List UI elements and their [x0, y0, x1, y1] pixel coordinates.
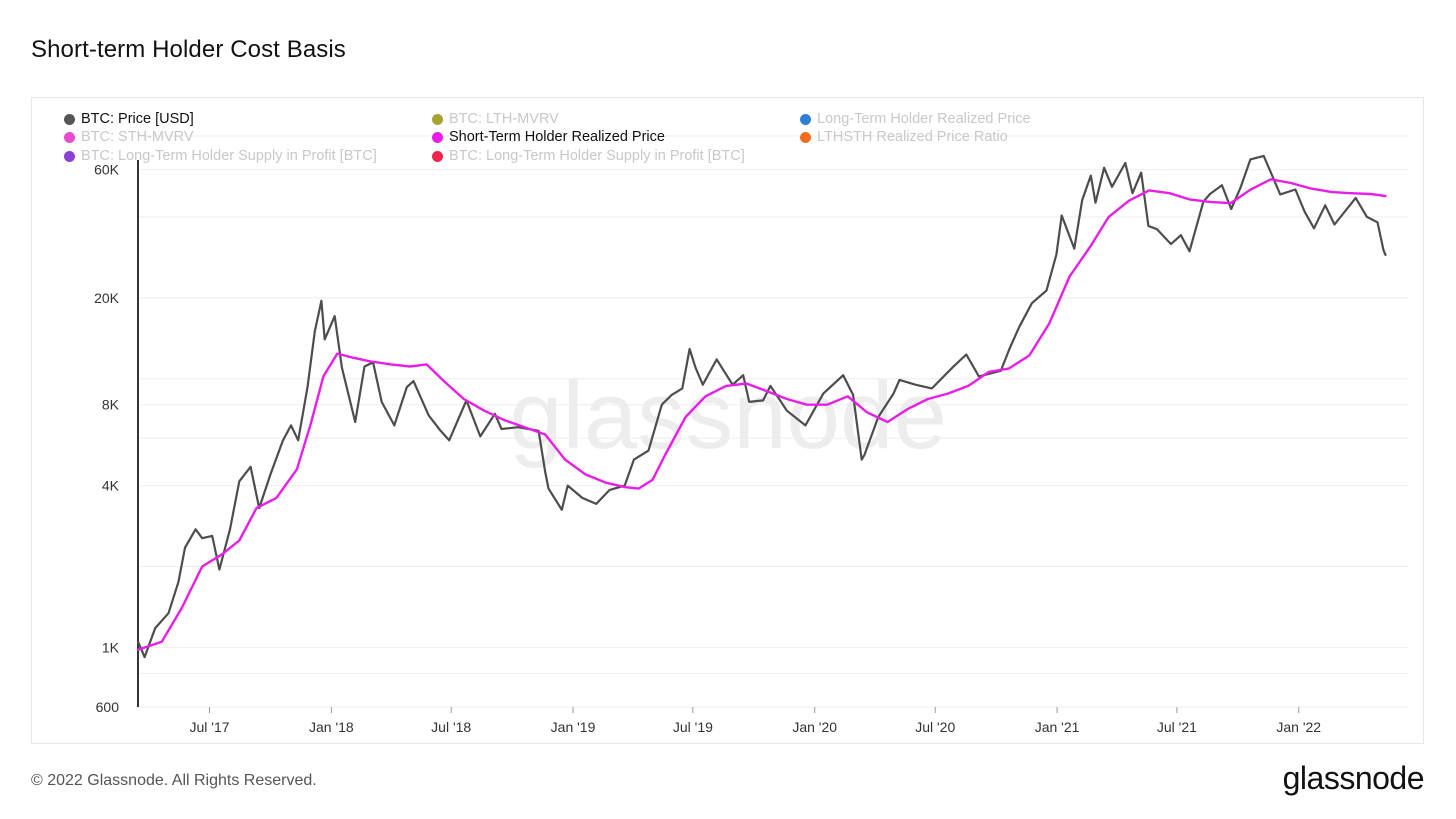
- legend: BTC: Price [USD] BTC: LTH-MVRV Long-Term H…: [64, 111, 1164, 169]
- legend-label: Short-Term Holder Realized Price: [449, 129, 665, 145]
- legend-label: BTC: Long-Term Holder Supply in Profit […: [81, 148, 377, 164]
- brand-logo: glassnode: [1282, 760, 1425, 796]
- y-tick-label: 20K: [94, 290, 120, 306]
- legend-label: BTC: STH-MVRV: [81, 129, 194, 145]
- y-axis-ticks: 600 1K 4K 8K 20K 60K: [94, 162, 120, 715]
- page-title: Short-term Holder Cost Basis: [31, 36, 346, 63]
- legend-dot-icon: [432, 131, 443, 143]
- x-tick-label: Jan '18: [309, 719, 354, 735]
- legend-item[interactable]: BTC: Price [USD]: [64, 111, 194, 127]
- x-tick-label: Jul '20: [915, 719, 955, 735]
- legend-label: LTHSTH Realized Price Ratio: [817, 129, 1008, 145]
- series-line-btc-price: [136, 154, 1387, 659]
- x-tick-label: Jan '22: [1276, 719, 1321, 735]
- legend-dot-icon: [432, 150, 443, 162]
- legend-label: Long-Term Holder Realized Price: [817, 111, 1031, 127]
- legend-label: BTC: LTH-MVRV: [449, 111, 559, 127]
- x-tick-label: Jul '19: [673, 719, 713, 735]
- legend-dot-icon: [800, 131, 811, 143]
- legend-item[interactable]: Long-Term Holder Realized Price: [800, 111, 1031, 127]
- chart-frame: [31, 97, 1424, 744]
- legend-dot-icon: [800, 113, 811, 125]
- legend-item[interactable]: BTC: Long-Term Holder Supply in Profit […: [432, 148, 745, 164]
- x-tick-label: Jul '18: [431, 719, 471, 735]
- legend-dot-icon: [64, 150, 75, 162]
- x-tick-label: Jul '21: [1157, 719, 1197, 735]
- grid-layer: [138, 135, 1408, 708]
- y-tick-label: 60K: [94, 162, 120, 178]
- legend-item[interactable]: BTC: Long-Term Holder Supply in Profit […: [64, 148, 377, 164]
- legend-dot-icon: [64, 113, 75, 125]
- y-tick-label: 8K: [102, 397, 120, 413]
- x-tick-label: Jul '17: [189, 719, 229, 735]
- x-tick-label: Jan '21: [1035, 719, 1080, 735]
- legend-dot-icon: [64, 131, 75, 143]
- legend-label: BTC: Price [USD]: [81, 111, 194, 127]
- copyright-text: © 2022 Glassnode. All Rights Reserved.: [31, 772, 317, 789]
- y-tick-label: 1K: [102, 639, 120, 655]
- x-tick-label: Jan '19: [551, 719, 596, 735]
- legend-dot-icon: [432, 113, 443, 125]
- legend-item[interactable]: Short-Term Holder Realized Price: [432, 129, 665, 145]
- x-axis-ticks: Jul '17 Jan '18 Jul '18 Jan '19 Jul '19 Jan '…: [189, 707, 1321, 735]
- legend-item[interactable]: BTC: STH-MVRV: [64, 129, 194, 145]
- legend-item[interactable]: BTC: LTH-MVRV: [432, 111, 559, 127]
- y-tick-label: 4K: [102, 478, 120, 494]
- legend-item[interactable]: LTHSTH Realized Price Ratio: [800, 129, 1008, 145]
- y-tick-label: 600: [96, 699, 120, 715]
- legend-label: BTC: Long-Term Holder Supply in Profit […: [449, 148, 745, 164]
- x-tick-label: Jan '20: [792, 719, 837, 735]
- series-layer: [136, 154, 1387, 659]
- series-line-sth-realized-price: [136, 178, 1387, 651]
